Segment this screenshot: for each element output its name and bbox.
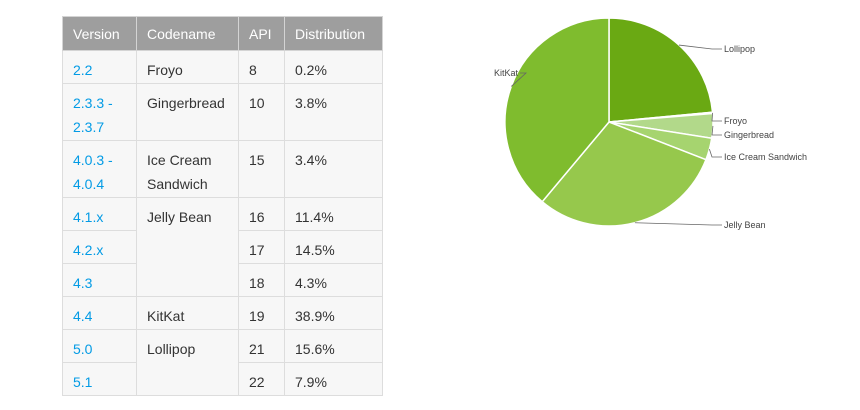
table-row: 4.0.3 -4.0.4 Ice Cream Sandwich 15 3.4% [62,140,383,198]
table-header-row: Version Codename API Distribution [62,16,383,51]
codename-cell: Jelly Bean [136,197,239,297]
table-row: 4.3 18 4.3% [62,263,383,297]
callout-line [711,125,722,136]
pie-slice-lollipop [608,17,714,123]
distribution-pie-chart: Lollipop Froyo Gingerbread Ice Cream Sandwi… [494,17,807,230]
api-cell: 15 [238,140,285,198]
codename-cell: KitKat [136,296,239,330]
version-link[interactable]: 5.0 [73,341,93,357]
table-row: 5.0 Lollipop 21 15.6% [62,329,383,396]
version-link[interactable]: 2.2 [73,62,93,78]
api-cell: 17 [238,230,285,264]
api-cell: 19 [238,296,285,330]
api-cell: 8 [238,50,285,84]
distribution-cell: 11.4% [284,197,383,231]
pie-slices [504,17,714,227]
codename-cell: Ice Cream Sandwich [136,140,239,198]
version-cell: 5.1 [62,362,137,396]
header-distribution: Distribution [284,16,383,51]
version-link[interactable]: 4.2.x [73,242,104,258]
version-cell: 4.0.3 -4.0.4 [62,140,137,198]
header-api: API [238,16,285,51]
version-link[interactable]: 4.1.x [73,209,104,225]
version-cell: 4.1.x [62,197,137,231]
codename-cell: Lollipop [136,329,239,396]
callout-label: KitKat [494,68,519,78]
table-row: 4.4 KitKat 19 38.9% [62,296,383,330]
distribution-cell: 38.9% [284,296,383,330]
callout-label: Lollipop [724,44,755,54]
callout-line [711,112,722,122]
callout-label: Froyo [724,116,747,126]
version-cell: 2.3.3 -2.3.7 [62,83,137,141]
callout-line [634,222,722,226]
callout-line [510,72,528,87]
header-version: Version [62,16,137,51]
callout-line [709,149,722,158]
pie-slice-jelly-bean [541,121,707,227]
callout-line [678,44,722,50]
version-cell: 4.2.x [62,230,137,264]
codename-cell: Froyo [136,50,239,84]
table-row: 4.2.x 17 14.5% [62,230,383,264]
table-row: 2.3.3 -2.3.7 Gingerbread 10 3.8% [62,83,383,141]
table-body: 2.2 Froyo 8 0.2% 2.3.3 -2.3.7 Gingerbread 10 3.… [62,50,383,396]
version-link[interactable]: 4.0.3 -4.0.4 [73,152,113,192]
table-row: 4.1.x Jelly Bean 16 11.4% [62,197,383,297]
distribution-table: Version Codename API Distribution 2.2 Fro… [62,16,383,396]
version-cell: 4.4 [62,296,137,330]
distribution-cell: 3.8% [284,83,383,141]
api-cell: 18 [238,263,285,297]
api-cell: 10 [238,83,285,141]
version-link[interactable]: 4.3 [73,275,93,291]
distribution-cell: 15.6% [284,329,383,363]
callout-label: Ice Cream Sandwich [724,152,807,162]
distribution-cell: 14.5% [284,230,383,264]
callout-label: Gingerbread [724,130,774,140]
distribution-cell: 4.3% [284,263,383,297]
version-link[interactable]: 4.4 [73,308,93,324]
pie-callouts: Lollipop Froyo Gingerbread Ice Cream Sandwi… [494,44,807,230]
callout-label: Jelly Bean [724,220,766,230]
api-cell: 16 [238,197,285,231]
header-codename: Codename [136,16,239,51]
version-link[interactable]: 5.1 [73,374,93,390]
table-row: 5.1 22 7.9% [62,362,383,396]
version-cell: 4.3 [62,263,137,297]
api-cell: 21 [238,329,285,363]
version-cell: 5.0 [62,329,137,363]
distribution-cell: 0.2% [284,50,383,84]
distribution-cell: 3.4% [284,140,383,198]
version-link[interactable]: 2.3.3 -2.3.7 [73,95,113,135]
version-cell: 2.2 [62,50,137,84]
table-row: 2.2 Froyo 8 0.2% [62,50,383,84]
distribution-cell: 7.9% [284,362,383,396]
codename-cell: Gingerbread [136,83,239,141]
api-cell: 22 [238,362,285,396]
